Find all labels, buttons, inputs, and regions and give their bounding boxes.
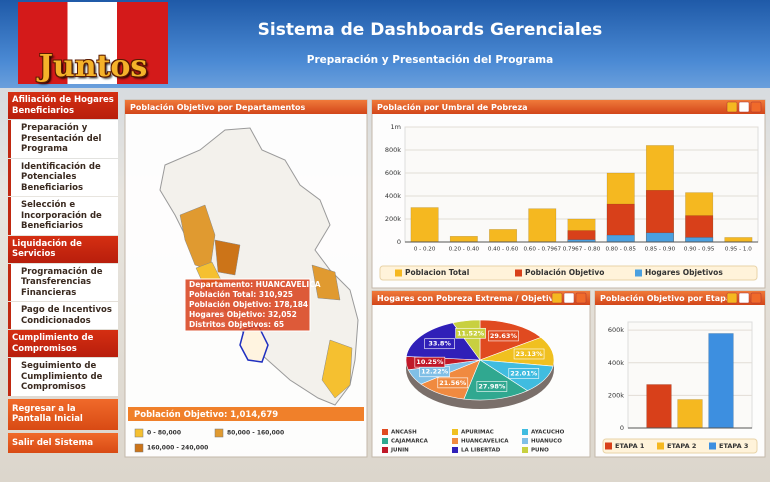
bar — [450, 236, 477, 242]
legend-label: LA LIBERTAD — [461, 448, 501, 454]
bar — [678, 399, 703, 428]
legend-label: APURIMAC — [461, 430, 494, 436]
x-tick-label: 0.85 - 0.90 — [645, 247, 676, 253]
legend-label: PUNO — [531, 448, 549, 454]
y-tick-label: 200k — [608, 391, 624, 399]
y-tick-label: 800k — [385, 146, 401, 154]
panel-icon — [576, 293, 586, 303]
panel-icon — [564, 293, 574, 303]
legend-label: JUNIN — [390, 448, 409, 454]
map-legend-label: 80,000 - 160,000 — [227, 430, 284, 437]
map-tooltip-line: Distritos Objetivos: 65 — [189, 320, 284, 329]
legend-swatch — [452, 438, 458, 444]
x-tick-label: 0 - 0.20 — [414, 247, 436, 253]
bar — [647, 384, 672, 428]
legend-swatch — [452, 429, 458, 435]
bar — [529, 209, 556, 242]
panel-title: Población Objetivo por Etapa — [600, 293, 731, 303]
bar — [607, 235, 634, 242]
legend-label: ETAPA 3 — [719, 442, 748, 450]
panel-icon — [552, 293, 562, 303]
legend-label: Población Objetivo — [525, 268, 604, 277]
panel-icon — [751, 102, 761, 112]
map-tooltip-line: Departamento: HUANCAVELICA — [189, 280, 321, 289]
y-tick-label: 400k — [385, 192, 401, 200]
legend-label: Poblacion Total — [405, 268, 469, 277]
legend-swatch — [382, 429, 388, 435]
map-legend-label: 0 - 80,000 — [147, 430, 181, 437]
bar — [725, 237, 752, 242]
pie-label: 11.52% — [457, 329, 485, 337]
x-tick-label: 0.40 - 0.60 — [488, 247, 519, 253]
pie-label: 29.63% — [490, 332, 518, 340]
bar — [709, 333, 734, 428]
y-tick-label: 0 — [397, 238, 401, 246]
legend-label: AYACUCHO — [531, 430, 565, 436]
panel-icon — [739, 293, 749, 303]
panel-title: Hogares con Pobreza Extrema / Objetivo — [377, 294, 560, 303]
y-tick-label: 0 — [620, 424, 624, 432]
legend-swatch — [382, 438, 388, 444]
legend-swatch — [395, 270, 402, 277]
panel-icon — [727, 102, 737, 112]
panel-title: Población Objetivo por Departamentos — [130, 102, 306, 112]
map-tooltip-line: Hogares Objetivo: 32,052 — [189, 310, 297, 319]
y-tick-label: 1m — [391, 123, 401, 131]
bar — [685, 237, 712, 242]
legend-label: ETAPA 1 — [615, 442, 645, 450]
legend-swatch — [605, 443, 612, 450]
legend-label: ANCASH — [391, 430, 417, 436]
panel-icon — [751, 293, 761, 303]
legend-label: CAJAMARCA — [391, 439, 429, 445]
pie-label: 23.13% — [516, 350, 544, 358]
bar — [489, 229, 516, 242]
map-tooltip-line: Población Total: 310,925 — [189, 290, 293, 299]
pie-label: 22.01% — [510, 369, 538, 377]
map-tooltip-line: Población Objetivo: 178,184 — [189, 300, 308, 309]
legend-swatch — [522, 429, 528, 435]
legend-swatch — [515, 270, 522, 277]
pie-label: 12.22% — [421, 368, 449, 376]
legend-swatch — [452, 447, 458, 453]
y-tick-label: 200k — [385, 215, 401, 223]
legend-label: ETAPA 2 — [667, 442, 696, 450]
legend-label: Hogares Objetivos — [645, 268, 723, 277]
map-legend-swatch — [135, 429, 143, 437]
map-legend-label: 160,000 - 240,000 — [147, 445, 208, 452]
x-tick-label: 0.90 - 0.95 — [684, 247, 715, 253]
y-tick-label: 600k — [608, 326, 624, 334]
panels: Población Objetivo por Departamentos Depa… — [0, 0, 770, 482]
legend-label: HUANCAVELICA — [461, 439, 509, 445]
x-tick-label: 0.95 - 1.0 — [725, 247, 752, 253]
legend-swatch — [657, 443, 664, 450]
dashboard-page: Juntos Sistema de Dashboards Gerenciales… — [0, 0, 770, 482]
x-tick-label: 0.60 - 0.7967 — [523, 247, 561, 253]
y-tick-label: 600k — [385, 169, 401, 177]
x-tick-label: 0.20 - 0.40 — [449, 247, 480, 253]
panel-icon — [739, 102, 749, 112]
x-tick-label: 0.7967 - 0.80 — [563, 247, 601, 253]
pie-label: 33.8% — [428, 340, 451, 348]
pie-label: 10.25% — [416, 358, 444, 366]
map-total: Población Objetivo: 1,014,679 — [134, 409, 278, 420]
panel-title: Población por Umbral de Pobreza — [377, 102, 528, 112]
legend-swatch — [522, 447, 528, 453]
map-legend-swatch — [135, 444, 143, 452]
bar — [646, 233, 673, 242]
y-tick-label: 400k — [608, 359, 624, 367]
bar — [411, 208, 438, 243]
legend-swatch — [635, 270, 642, 277]
legend-swatch — [382, 447, 388, 453]
pie-label: 27.98% — [478, 382, 506, 390]
legend-swatch — [522, 438, 528, 444]
panel-icon — [727, 293, 737, 303]
legend-label: HUANUCO — [531, 439, 562, 445]
pie-label: 21.56% — [439, 379, 467, 387]
map-legend-swatch — [215, 429, 223, 437]
x-tick-label: 0.80 - 0.85 — [605, 247, 636, 253]
legend-swatch — [709, 443, 716, 450]
